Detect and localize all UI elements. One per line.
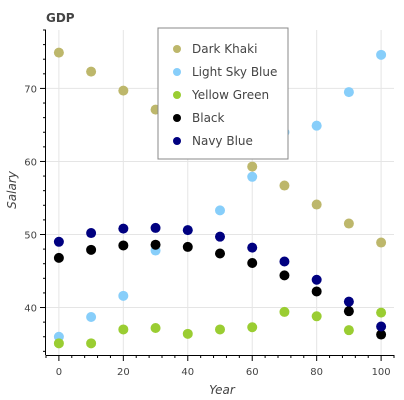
legend-label: Light Sky Blue (192, 65, 277, 79)
data-point (247, 171, 258, 182)
legend-marker (173, 91, 181, 99)
data-point (150, 322, 161, 333)
data-point (311, 274, 322, 285)
y-tick-label: 40 (24, 304, 37, 315)
data-point (279, 180, 290, 191)
data-point (86, 228, 97, 239)
legend-label: Navy Blue (192, 134, 253, 148)
data-point (86, 338, 97, 349)
data-point (376, 321, 387, 332)
data-point (279, 306, 290, 317)
data-point (182, 241, 193, 252)
x-tick-label: 20 (117, 367, 130, 378)
chart-title: GDP (46, 11, 75, 25)
axes: 0 20 40 60 80 100 40 50 60 70 (24, 29, 395, 378)
data-point (343, 218, 354, 229)
data-point (118, 223, 129, 234)
data-point (376, 49, 387, 60)
data-point (53, 338, 64, 349)
data-point (215, 231, 225, 242)
data-point (247, 322, 258, 333)
data-point (118, 85, 129, 96)
data-point (215, 248, 225, 259)
data-point (376, 237, 387, 248)
x-axis-label: Year (209, 383, 236, 397)
legend-marker (173, 45, 181, 53)
data-point (343, 87, 354, 98)
data-point (53, 47, 64, 58)
data-point (311, 286, 322, 297)
data-point (376, 307, 387, 318)
data-point (150, 239, 161, 250)
x-tick-label: 0 (56, 367, 62, 378)
legend: Dark Khaki Light Sky Blue Yellow Green Blac… (157, 27, 289, 160)
data-point (343, 296, 354, 307)
data-point (343, 306, 354, 317)
data-point (118, 324, 129, 335)
legend-marker (173, 137, 181, 145)
x-tick-label: 60 (246, 367, 259, 378)
x-tick-label: 40 (181, 367, 194, 378)
data-point (86, 66, 97, 77)
legend-label: Yellow Green (191, 88, 269, 102)
data-point (215, 205, 225, 216)
data-point (247, 257, 258, 268)
data-point (182, 225, 193, 236)
legend-label: Dark Khaki (192, 42, 257, 56)
data-point (279, 270, 290, 281)
y-tick-label: 60 (24, 157, 37, 168)
data-point (150, 222, 161, 233)
data-point (118, 240, 129, 251)
legend-marker (173, 68, 181, 76)
y-tick-label: 50 (24, 230, 37, 241)
data-point (53, 252, 64, 263)
data-point (53, 236, 64, 247)
data-point (118, 290, 129, 301)
data-point (247, 161, 258, 172)
data-point (311, 120, 322, 131)
data-point (311, 199, 322, 210)
data-point (343, 325, 354, 336)
data-point (182, 328, 193, 339)
legend-label: Black (192, 111, 225, 125)
y-tick-label: 70 (24, 84, 37, 95)
data-point (376, 329, 387, 340)
data-point (215, 324, 225, 335)
x-tick-label: 80 (310, 367, 323, 378)
data-point (311, 311, 322, 322)
data-point (279, 256, 290, 267)
data-point (86, 312, 97, 323)
x-tick-label: 100 (372, 367, 391, 378)
legend-marker (173, 114, 181, 122)
y-axis-label: Salary (5, 170, 19, 209)
data-point (86, 244, 97, 255)
data-point (247, 242, 258, 253)
